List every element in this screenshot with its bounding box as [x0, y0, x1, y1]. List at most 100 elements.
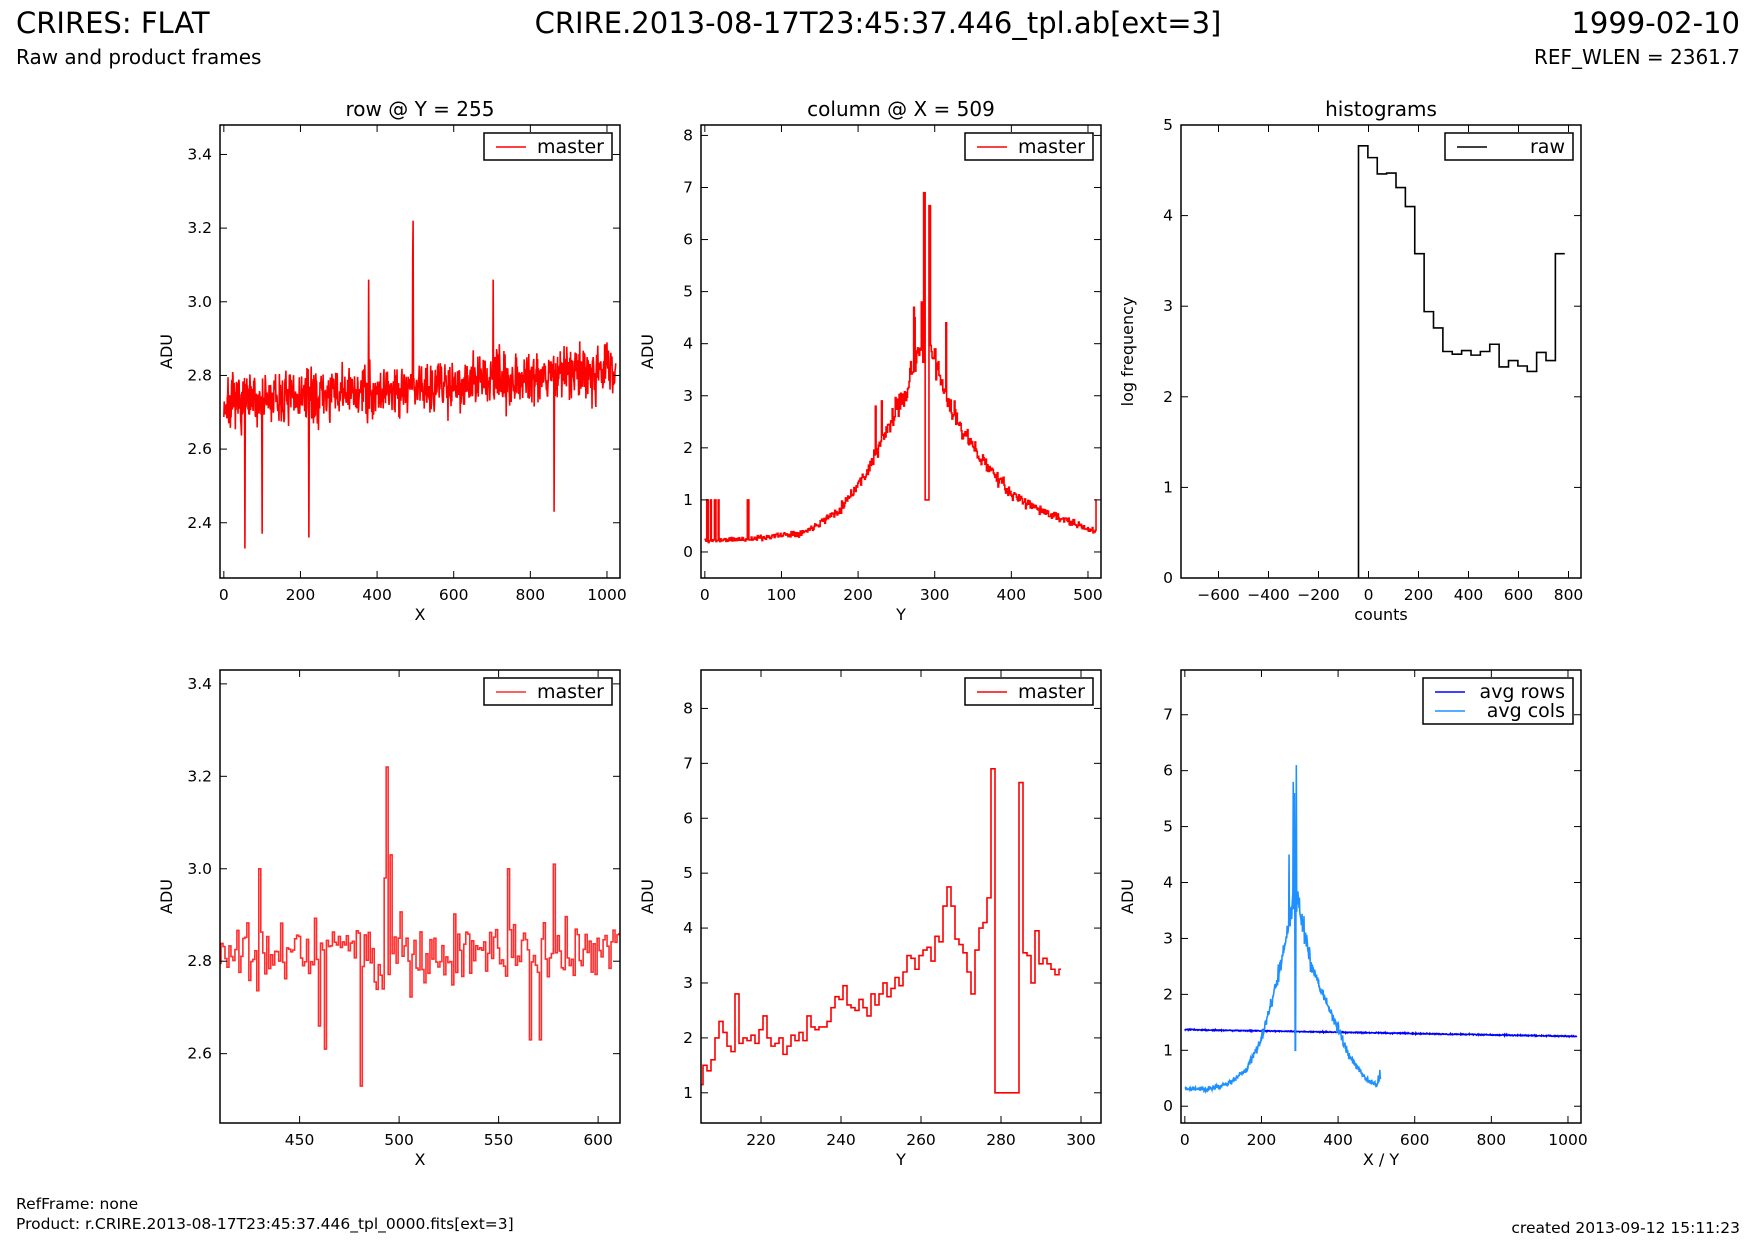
x-tick-label: 220	[746, 1131, 776, 1149]
x-axis-label: X	[415, 605, 426, 624]
series-line-master	[704, 191, 1097, 544]
x-tick-label: 800	[1477, 1131, 1507, 1149]
x-axis-label: X	[415, 1150, 426, 1169]
data-layer	[1184, 765, 1578, 1095]
x-tick-label: 550	[484, 1131, 514, 1149]
y-tick-label: 0	[683, 543, 693, 561]
x-tick-label: 400	[1454, 586, 1484, 604]
legend: master	[964, 132, 1094, 161]
x-tick-label: −200	[1297, 586, 1340, 604]
x-tick-label: 600	[583, 1131, 613, 1149]
x-tick-label: −600	[1197, 586, 1240, 604]
x-axis-label: Y	[895, 605, 906, 624]
panel-title: row @ Y = 255	[346, 97, 495, 121]
legend: master	[483, 677, 613, 706]
y-tick-label: 4	[1163, 207, 1173, 225]
y-tick-label: 5	[1163, 116, 1173, 134]
data-layer	[701, 768, 1061, 1094]
x-tick-label: 1000	[1548, 1131, 1587, 1149]
y-axis-label: ADU	[1118, 879, 1137, 914]
header-right-subtitle: REF_WLEN = 2361.7	[1534, 45, 1740, 69]
y-tick-label: 5	[1163, 818, 1173, 836]
y-axis-label: ADU	[638, 879, 657, 914]
series-line-avg-rows	[1184, 1027, 1578, 1039]
y-tick-label: 3.4	[187, 675, 212, 693]
x-tick-label: 0	[700, 586, 710, 604]
x-tick-label: 400	[1323, 1131, 1353, 1149]
footer-refframe: RefFrame: none	[16, 1195, 138, 1213]
x-tick-label: 600	[1400, 1131, 1430, 1149]
legend-entry: master	[1018, 681, 1085, 703]
y-tick-label: 3	[1163, 297, 1173, 315]
y-tick-label: 3.2	[187, 219, 212, 237]
y-tick-label: 2	[1163, 388, 1173, 406]
y-tick-label: 6	[683, 231, 693, 249]
axes-frame	[219, 124, 621, 579]
y-tick-label: 7	[683, 754, 693, 772]
y-tick-label: 6	[1163, 762, 1173, 780]
y-tick-label: 3.0	[187, 293, 212, 311]
x-tick-label: −400	[1247, 586, 1290, 604]
y-axis-label: ADU	[638, 334, 657, 369]
panel-col-zoom: 220 240 260 280 300 1 2 3 4 5 6 7 8 Y ADU master	[638, 669, 1102, 1169]
series-line-master	[701, 768, 1061, 1094]
y-tick-label: 7	[1163, 706, 1173, 724]
data-layer	[1357, 145, 1565, 578]
y-tick-label: 2.6	[187, 440, 212, 458]
x-tick-label: 0	[1364, 586, 1374, 604]
x-tick-label: 300	[1066, 1131, 1096, 1149]
x-tick-label: 280	[986, 1131, 1016, 1149]
x-axis-label: X / Y	[1363, 1150, 1400, 1169]
legend-box	[1422, 677, 1574, 725]
legend-entry: avg rows	[1480, 681, 1565, 703]
plot-area	[220, 670, 620, 1123]
y-tick-label: 3.4	[187, 145, 212, 163]
axes-frame	[1180, 124, 1582, 579]
axes-frame	[1180, 669, 1582, 1124]
data-layer	[220, 766, 620, 1087]
x-tick-label: 500	[1073, 586, 1103, 604]
x-tick-label: 200	[286, 586, 316, 604]
y-tick-label: 6	[683, 809, 693, 827]
x-tick-label: 400	[362, 586, 392, 604]
plot-area	[701, 125, 1101, 578]
y-tick-label: 2	[683, 439, 693, 457]
y-tick-label: 3.0	[187, 860, 212, 878]
y-tick-label: 1	[683, 1084, 693, 1102]
plot-area	[701, 670, 1101, 1123]
y-tick-label: 1	[683, 491, 693, 509]
y-tick-label: 3	[683, 974, 693, 992]
legend-entry: avg cols	[1487, 700, 1565, 722]
panel-title: column @ X = 509	[807, 97, 995, 121]
series-line-raw	[1357, 145, 1565, 578]
panel-title: histograms	[1325, 97, 1437, 121]
legend-entry: raw	[1530, 136, 1565, 158]
legend: raw	[1444, 132, 1574, 161]
x-tick-label: 1000	[587, 586, 626, 604]
legend-entry: master	[1018, 136, 1085, 158]
y-tick-label: 2.8	[187, 952, 212, 970]
header-left-subtitle: Raw and product frames	[16, 45, 261, 69]
y-tick-label: 0	[1163, 569, 1173, 587]
x-axis-label: Y	[895, 1150, 906, 1169]
x-tick-label: 500	[384, 1131, 414, 1149]
header-right-title: 1999-02-10	[1571, 6, 1740, 40]
y-tick-label: 5	[683, 864, 693, 882]
y-tick-label: 2	[1163, 985, 1173, 1003]
y-axis-label: ADU	[157, 334, 176, 369]
x-tick-label: 100	[767, 586, 797, 604]
data-layer	[223, 220, 617, 549]
y-tick-label: 1	[1163, 478, 1173, 496]
x-tick-label: 0	[219, 586, 229, 604]
series-line-master	[220, 766, 620, 1087]
footer-created: created 2013-09-12 15:11:23	[1511, 1219, 1740, 1237]
x-tick-label: 260	[906, 1131, 936, 1149]
x-tick-label: 800	[516, 586, 546, 604]
panel-row-top: 0 200 400 600 800 1000 2.4 2.6 2.8 3.0 3.2 3.4 row @…	[157, 97, 627, 624]
y-tick-label: 2.6	[187, 1045, 212, 1063]
x-tick-label: 200	[1247, 1131, 1277, 1149]
y-tick-label: 8	[683, 126, 693, 144]
x-tick-label: 400	[997, 586, 1027, 604]
